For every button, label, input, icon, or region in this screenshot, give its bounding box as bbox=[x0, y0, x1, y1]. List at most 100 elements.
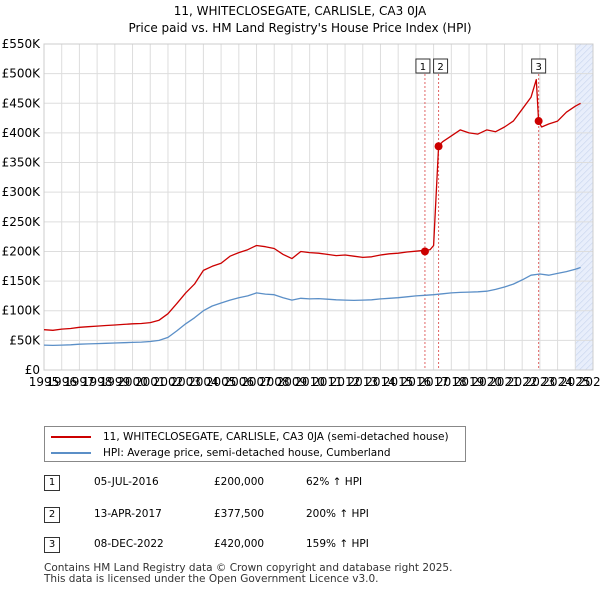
projection-hatch bbox=[575, 43, 582, 51]
x-tick-label: 2018 bbox=[436, 375, 467, 389]
transaction-number-badge: 1 bbox=[44, 475, 60, 491]
x-tick-label: 2009 bbox=[277, 375, 308, 389]
projection-hatch bbox=[575, 164, 594, 183]
projection-hatch bbox=[575, 290, 594, 309]
projection-hatch bbox=[575, 350, 594, 369]
projection-hatch bbox=[575, 320, 594, 339]
x-tick-label: 2005 bbox=[206, 375, 237, 389]
projection-hatch bbox=[575, 146, 594, 165]
transaction-date: 08-DEC-2022 bbox=[94, 538, 164, 550]
transaction-price: £200,000 bbox=[214, 476, 265, 488]
projection-hatch bbox=[575, 326, 594, 345]
projection-hatch bbox=[575, 338, 594, 357]
projection-hatch bbox=[575, 110, 594, 129]
y-tick-label: £300K bbox=[2, 185, 42, 199]
transaction-hpi-change: 159% ↑ HPI bbox=[306, 538, 369, 550]
y-tick-label: £550K bbox=[2, 37, 42, 51]
sale-point bbox=[420, 247, 429, 256]
hpi-series-line bbox=[43, 266, 581, 347]
projection-hatch bbox=[575, 44, 594, 63]
projection-hatch bbox=[575, 314, 594, 333]
y-tick-label: £250K bbox=[2, 215, 42, 229]
projection-hatch bbox=[575, 80, 594, 99]
sale-point bbox=[434, 142, 443, 151]
projection-hatch bbox=[575, 74, 594, 93]
x-tick-label: 2019 bbox=[454, 375, 485, 389]
price-chart: £0 £50K £100K £150K £200K £250K £300K £350K £400… bbox=[2, 37, 600, 389]
x-tick-label: 2022 bbox=[507, 375, 538, 389]
sale-number-box bbox=[415, 58, 431, 74]
x-tick-label: 1997 bbox=[64, 375, 95, 389]
transaction-row: 3 08-DEC-2022 £420,000 159% ↑ HPI bbox=[44, 537, 564, 555]
x-tick-label: 2007 bbox=[241, 375, 272, 389]
x-tick-label: 1999 bbox=[100, 375, 131, 389]
sale-number-box bbox=[531, 58, 547, 74]
x-tick-label: 2000 bbox=[117, 375, 148, 389]
sale-number-label: 3 bbox=[535, 62, 541, 73]
price-paid-line-swatch bbox=[51, 436, 91, 438]
x-tick-label: 2003 bbox=[170, 375, 201, 389]
x-tick-label: 2011 bbox=[312, 375, 343, 389]
legend-label-price-paid: 11, WHITECLOSEGATE, CARLISLE, CA3 0JA (s… bbox=[103, 431, 449, 443]
y-tick-label: £50K bbox=[9, 333, 41, 347]
x-tick-label: 2008 bbox=[259, 375, 290, 389]
projection-hatch bbox=[575, 200, 594, 219]
x-tick-label: 2002 bbox=[153, 375, 184, 389]
x-tick-label: 2004 bbox=[188, 375, 219, 389]
x-tick-label: 2023 bbox=[525, 375, 556, 389]
transaction-hpi-change: 200% ↑ HPI bbox=[306, 508, 369, 520]
projection-hatch bbox=[585, 362, 594, 371]
projection-hatch bbox=[575, 212, 594, 231]
projection-shade bbox=[575, 44, 593, 370]
x-tick-label: 2014 bbox=[365, 375, 396, 389]
projection-hatch bbox=[575, 332, 594, 351]
transaction-price: £377,500 bbox=[214, 508, 265, 520]
x-tick-label: 1996 bbox=[46, 375, 77, 389]
y-tick-label: £0 bbox=[25, 363, 40, 377]
projection-hatch bbox=[575, 62, 594, 81]
projection-hatch bbox=[575, 254, 594, 273]
x-tick-label: 2010 bbox=[294, 375, 325, 389]
price-paid-series-line bbox=[43, 78, 581, 331]
projection-hatch bbox=[575, 308, 594, 327]
projection-hatch bbox=[575, 56, 594, 75]
y-tick-label: £400K bbox=[2, 126, 42, 140]
x-tick-label: 2016 bbox=[401, 375, 432, 389]
projection-hatch bbox=[575, 224, 594, 243]
projection-hatch bbox=[575, 182, 594, 201]
x-tick-label: 2020 bbox=[471, 375, 502, 389]
transaction-row: 1 05-JUL-2016 £200,000 62% ↑ HPI bbox=[44, 475, 564, 493]
projection-hatch bbox=[575, 116, 594, 135]
projection-hatch bbox=[575, 86, 594, 105]
projection-hatch bbox=[575, 260, 594, 279]
projection-hatch bbox=[575, 98, 594, 117]
projection-hatch bbox=[575, 344, 594, 363]
y-tick-label: £350K bbox=[2, 156, 42, 170]
x-tick-label: 2006 bbox=[224, 375, 255, 389]
x-tick-label: 2026 bbox=[578, 375, 600, 389]
x-tick-label: 2013 bbox=[348, 375, 379, 389]
projection-hatch bbox=[575, 68, 594, 87]
projection-hatch bbox=[575, 158, 594, 177]
sale-point bbox=[534, 117, 543, 126]
footer-licence: This data is licensed under the Open Gov… bbox=[44, 573, 379, 585]
projection-hatch bbox=[575, 206, 594, 225]
transaction-date: 13-APR-2017 bbox=[94, 508, 162, 520]
projection-hatch bbox=[575, 284, 594, 303]
x-tick-label: 2024 bbox=[542, 375, 573, 389]
projection-hatch bbox=[575, 50, 594, 69]
legend: 11, WHITECLOSEGATE, CARLISLE, CA3 0JA (s… bbox=[44, 426, 466, 462]
projection-hatch bbox=[575, 92, 594, 111]
sale-number-box bbox=[433, 58, 449, 74]
projection-hatch bbox=[575, 43, 588, 57]
legend-label-hpi: HPI: Average price, semi-detached house,… bbox=[103, 447, 391, 459]
hpi-line-swatch bbox=[51, 452, 91, 454]
y-tick-label: £200K bbox=[2, 244, 42, 258]
sale-number-label: 2 bbox=[437, 62, 443, 73]
projection-hatch bbox=[575, 230, 594, 249]
footer-copyright: Contains HM Land Registry data © Crown c… bbox=[44, 562, 453, 574]
sale-number-label: 1 bbox=[420, 62, 426, 73]
projection-hatch bbox=[575, 122, 594, 141]
x-tick-label: 2015 bbox=[383, 375, 414, 389]
projection-hatch bbox=[575, 104, 594, 123]
